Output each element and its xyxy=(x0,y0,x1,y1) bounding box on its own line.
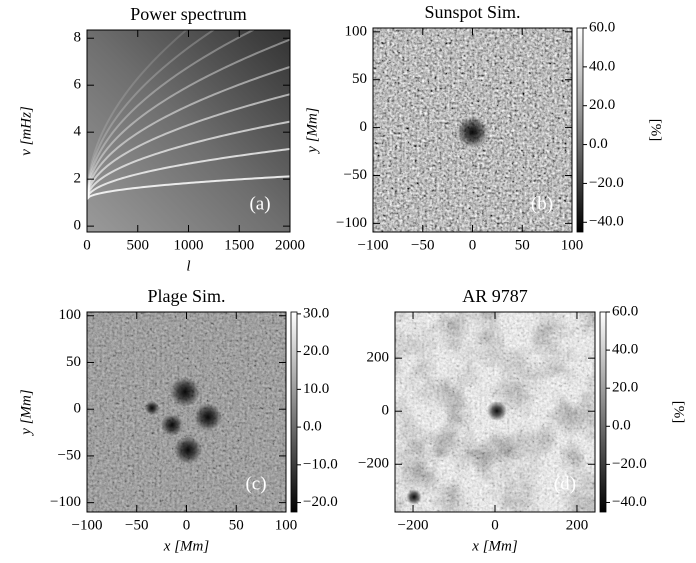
colorbar-tick-label: −10.0 xyxy=(303,456,338,472)
colorbar-tick-label: −40.0 xyxy=(589,214,624,230)
y-tick-label: 50 xyxy=(66,354,81,370)
colorbar-tick-label: −40.0 xyxy=(612,494,647,510)
x-tick-label: 0 xyxy=(491,517,499,533)
veil xyxy=(87,312,286,512)
x-tick-label: 1000 xyxy=(174,237,204,253)
colorbar-tick-label: 30.0 xyxy=(303,305,329,321)
x-tick-label: 1500 xyxy=(224,237,254,253)
ridge xyxy=(87,30,256,200)
colorbar xyxy=(290,311,298,513)
panel-image xyxy=(87,30,290,232)
colorbar xyxy=(599,311,607,513)
x-tick-label: −100 xyxy=(72,517,103,533)
panel-title: AR 9787 xyxy=(462,286,528,306)
ridge xyxy=(87,30,188,200)
spot xyxy=(145,401,159,415)
x-axis-label: x [Mm] xyxy=(471,538,518,554)
colorbar-tick-label: 20.0 xyxy=(612,380,638,396)
y-axis-label: y [Mm] xyxy=(18,389,34,437)
spot xyxy=(174,436,202,464)
ridge xyxy=(87,30,216,200)
panel-image xyxy=(373,28,572,232)
x-axis-label: l xyxy=(186,258,190,274)
colorbar-tick-label: 60.0 xyxy=(589,19,615,35)
y-axis-label: ν [mHz] xyxy=(18,106,34,156)
x-tick-label: 200 xyxy=(566,517,589,533)
colorbar-tick-label: 20.0 xyxy=(303,343,329,359)
panel-label: (c) xyxy=(245,473,266,494)
y-tick-label: 0 xyxy=(360,119,368,135)
x-tick-label: 0 xyxy=(183,517,191,533)
x-tick-label: 100 xyxy=(275,517,298,533)
ridge xyxy=(87,175,290,200)
spot xyxy=(161,414,183,436)
x-tick-label: −100 xyxy=(358,237,389,253)
panel-title: Plage Sim. xyxy=(147,286,225,306)
y-tick-label: 6 xyxy=(74,77,82,93)
panel-title: Power spectrum xyxy=(130,4,246,24)
y-tick-label: 4 xyxy=(74,124,82,140)
y-tick-label: 0 xyxy=(74,401,82,417)
x-tick-label: −50 xyxy=(411,237,434,253)
y-tick-label: −50 xyxy=(58,447,81,463)
colorbar-label: [%] xyxy=(648,119,664,142)
panel-title: Sunspot Sim. xyxy=(424,2,520,22)
ridge xyxy=(87,38,290,200)
colorbar-tick-label: 40.0 xyxy=(589,58,615,74)
y-tick-label: 8 xyxy=(74,30,82,46)
x-tick-label: 0 xyxy=(469,237,477,253)
ridge xyxy=(87,120,290,200)
y-tick-label: −100 xyxy=(336,215,367,231)
x-axis-label: x [Mm] xyxy=(163,538,210,554)
x-tick-label: 2000 xyxy=(275,237,305,253)
colorbar-tick-label: −20.0 xyxy=(303,494,338,510)
colorbar-tick-label: 60.0 xyxy=(612,303,638,319)
spot xyxy=(487,401,507,421)
y-tick-label: 200 xyxy=(367,350,390,366)
y-tick-label: 2 xyxy=(74,171,82,187)
x-tick-label: 0 xyxy=(83,237,91,253)
y-tick-label: 100 xyxy=(59,307,82,323)
panel-label: (b) xyxy=(531,193,553,214)
x-tick-label: 50 xyxy=(515,237,530,253)
spot xyxy=(456,116,489,148)
spot xyxy=(406,489,422,505)
y-axis-label: y [Mm] xyxy=(304,107,320,155)
colorbar-tick-label: 0.0 xyxy=(612,418,631,434)
y-tick-label: −200 xyxy=(358,456,389,472)
panel-image xyxy=(395,312,595,512)
x-tick-label: −50 xyxy=(125,517,148,533)
y-tick-label: 0 xyxy=(382,403,390,419)
x-tick-label: 50 xyxy=(229,517,244,533)
colorbar-tick-label: −20.0 xyxy=(612,456,647,472)
colorbar xyxy=(576,27,584,233)
colorbar-label: [%] xyxy=(671,401,687,424)
ridge xyxy=(87,65,290,200)
x-tick-label: −200 xyxy=(398,517,429,533)
panel-image xyxy=(87,312,286,512)
x-tick-label: 100 xyxy=(561,237,584,253)
colorbar-tick-label: 0.0 xyxy=(303,419,322,435)
y-tick-label: 100 xyxy=(345,23,368,39)
spectrum-image xyxy=(87,30,290,232)
colorbar-tick-label: −20.0 xyxy=(589,175,624,191)
colorbar-tick-label: 20.0 xyxy=(589,97,615,113)
panel-label: (d) xyxy=(554,473,576,494)
colorbar-tick-label: 0.0 xyxy=(589,136,608,152)
ridge xyxy=(87,93,290,200)
ridge xyxy=(87,147,290,200)
colorbar-tick-label: 40.0 xyxy=(612,342,638,358)
y-tick-label: −100 xyxy=(50,494,81,510)
spot xyxy=(194,403,222,431)
panel-label: (a) xyxy=(249,193,270,214)
y-tick-label: 0 xyxy=(74,218,82,234)
spot xyxy=(170,377,200,407)
y-tick-label: 50 xyxy=(352,71,367,87)
x-tick-label: 500 xyxy=(127,237,150,253)
colorbar-tick-label: 10.0 xyxy=(303,381,329,397)
y-tick-label: −50 xyxy=(344,167,367,183)
